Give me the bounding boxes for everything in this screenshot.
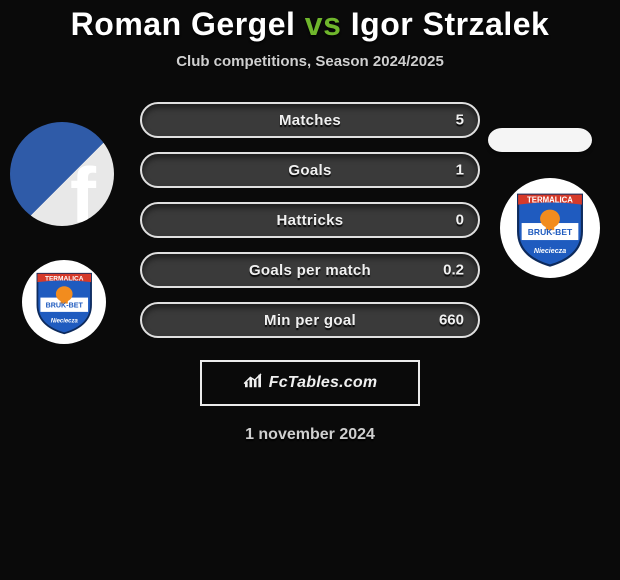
club-shield-icon: TERMALICA BRUK-BET Nieciecza — [514, 189, 586, 267]
brand-badge: FcTables.com — [200, 360, 420, 406]
stat-row-min-per-goal: Min per goal 660 — [140, 302, 480, 338]
stat-label: Hattricks — [277, 212, 344, 229]
player1-club-badge: TERMALICA BRUK-BET Nieciecza — [22, 260, 106, 344]
stat-value: 0 — [456, 212, 464, 229]
badge-top-text: TERMALICA — [45, 276, 84, 283]
stat-value: 5 — [456, 112, 464, 129]
date-label: 1 november 2024 — [0, 426, 620, 444]
page-title: Roman Gergel vs Igor Strzalek — [0, 0, 620, 43]
stat-label: Matches — [279, 112, 341, 129]
stat-row-goals-per-match: Goals per match 0.2 — [140, 252, 480, 288]
player2-club-badge: TERMALICA BRUK-BET Nieciecza — [500, 178, 600, 278]
stat-value: 0.2 — [443, 262, 464, 279]
svg-text:TERMALICA: TERMALICA — [527, 195, 573, 204]
stat-value: 1 — [456, 162, 464, 179]
club-shield-icon: TERMALICA BRUK-BET Nieciecza — [34, 269, 94, 335]
badge-mid-text: BRUK-BET — [45, 302, 83, 310]
svg-text:Nieciecza: Nieciecza — [534, 247, 566, 255]
badge-bottom-text: Nieciecza — [50, 319, 78, 325]
player1-name: Roman Gergel — [71, 6, 296, 42]
svg-text:BRUK-BET: BRUK-BET — [528, 227, 573, 237]
stat-label: Goals — [288, 162, 331, 179]
subtitle: Club competitions, Season 2024/2025 — [0, 53, 620, 70]
stat-row-matches: Matches 5 — [140, 102, 480, 138]
facebook-icon: f — [70, 156, 96, 226]
stat-row-hattricks: Hattricks 0 — [140, 202, 480, 238]
stat-value: 660 — [439, 312, 464, 329]
brand-text: FcTables.com — [269, 374, 378, 392]
stat-row-goals: Goals 1 — [140, 152, 480, 188]
player1-avatar: f — [10, 122, 114, 226]
stat-label: Goals per match — [249, 262, 371, 279]
vs-separator: vs — [305, 6, 342, 42]
stat-label: Min per goal — [264, 312, 356, 329]
player2-avatar-placeholder — [488, 128, 592, 152]
stats-container: Matches 5 Goals 1 Hattricks 0 Goals per … — [140, 102, 480, 338]
player2-name: Igor Strzalek — [351, 6, 550, 42]
bar-chart-icon — [243, 373, 263, 394]
